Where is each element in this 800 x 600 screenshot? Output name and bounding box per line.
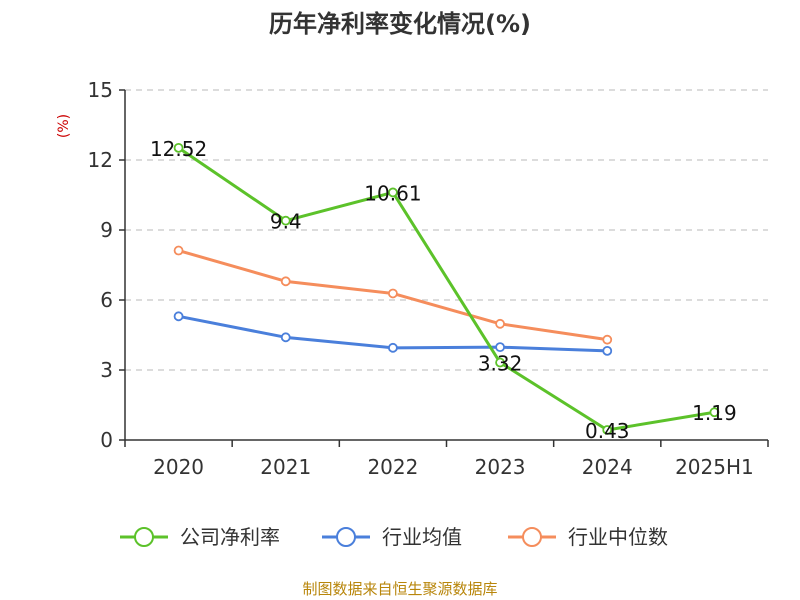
legend-label: 行业均值 [382,525,462,549]
legend-item-2[interactable]: 行业中位数 [508,525,668,549]
x-tick-label: 2022 [367,455,418,479]
data-label: 12.52 [150,137,207,161]
data-point [495,318,505,329]
x-tick-label: 2023 [475,455,526,479]
y-tick-label: 6 [100,288,113,312]
y-axis-unit: (%) [56,114,72,138]
data-point [709,407,720,418]
legend-label: 行业中位数 [568,525,668,549]
y-tick-label: 15 [88,78,113,102]
data-point [495,357,505,368]
data-point [173,245,184,256]
data-point [280,276,291,287]
legend: 公司净利率 行业均值 行业中位数 [120,525,668,549]
data-label: 9.4 [270,210,302,234]
data-point [602,425,613,435]
data-point [388,342,398,353]
y-tick-label: 3 [100,358,113,382]
legend-item-1[interactable]: 行业均值 [322,525,462,549]
axes: 0 3 6 9 12 15 2020 2021 2022 2023 2024 2025H1 [88,78,769,479]
x-tick-label: 2024 [582,455,633,479]
y-tick-label: 0 [100,428,113,452]
legend-marker-icon [134,527,154,547]
data-point [280,332,291,343]
series-line-0 [177,146,715,432]
grid-lines [125,89,768,371]
x-tick-label: 2025H1 [675,455,754,479]
data-labels: 12.52 9.4 10.61 3.32 0.43 1.19 [150,137,737,443]
data-point [173,311,184,322]
x-tick-label: 2020 [153,455,204,479]
legend-item-0[interactable]: 公司净利率 [120,525,280,549]
chart-title: 历年净利率变化情况(%) [269,10,531,38]
x-tick-label: 2021 [260,455,311,479]
data-source-note: 制图数据来自恒生聚源数据库 [302,580,497,598]
data-point [388,187,398,198]
data-label: 0.43 [585,419,630,443]
data-label: 10.61 [364,181,421,205]
data-point [280,215,291,226]
series-lines [173,142,720,435]
legend-marker-icon [336,527,356,547]
data-point [495,342,505,353]
data-point [388,288,398,299]
data-point [602,345,613,356]
y-tick-label: 12 [88,148,113,172]
data-point [173,142,184,153]
data-label: 3.32 [478,352,523,376]
data-label: 1.19 [692,401,737,425]
legend-marker-icon [522,527,542,547]
y-tick-label: 9 [100,218,113,242]
data-point [602,334,613,345]
legend-label: 公司净利率 [180,525,280,549]
